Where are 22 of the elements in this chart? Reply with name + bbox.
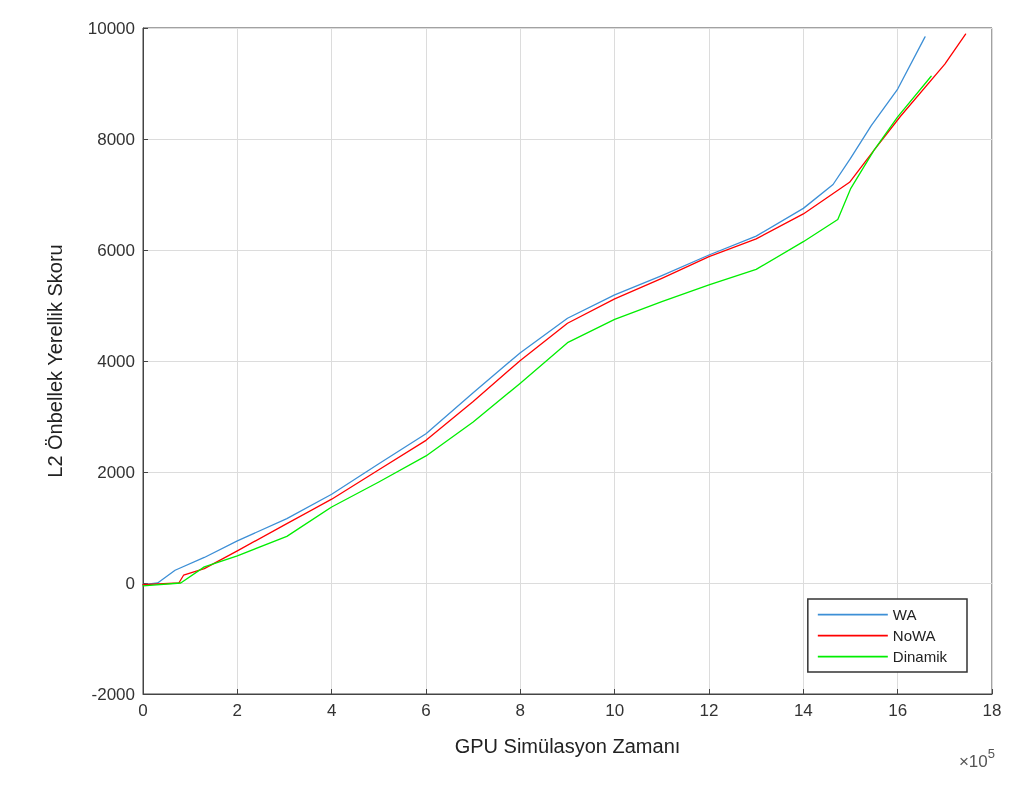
- x-tick-label: 0: [138, 701, 148, 720]
- y-tick-label: 4000: [97, 351, 135, 371]
- y-axis-title: L2 Önbellek Yerellik Skoru: [44, 244, 66, 478]
- legend-label: NoWA: [892, 627, 936, 644]
- y-tick-label: 8000: [97, 129, 135, 149]
- legend-label: Dinamik: [892, 648, 948, 665]
- x-tick-label: 16: [888, 701, 908, 720]
- x-tick-label: 12: [699, 701, 719, 720]
- x-tick-label: 18: [982, 701, 1002, 720]
- legend-label: WA: [892, 606, 917, 623]
- x-tick-label: 8: [515, 701, 526, 720]
- y-tick-label: 0: [125, 573, 135, 593]
- x-tick-label: 10: [605, 701, 625, 720]
- x-tick-label: 4: [326, 701, 337, 720]
- y-tick-label: 2000: [97, 462, 135, 482]
- x-tick-label: 14: [793, 701, 813, 720]
- x-tick-label: 6: [421, 701, 431, 720]
- x-tick-label: 2: [232, 701, 243, 720]
- y-tick-label: -2000: [91, 684, 135, 704]
- x-axis-title: GPU Simülasyon Zamanı: [454, 735, 681, 757]
- y-tick-label: 10000: [87, 18, 135, 38]
- y-tick-label: 6000: [97, 240, 135, 260]
